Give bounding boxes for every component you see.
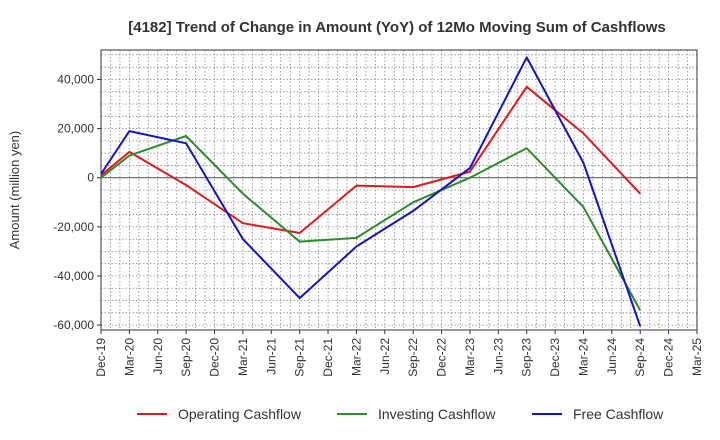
legend-item: Operating Cashflow bbox=[137, 406, 302, 422]
x-tick-label: Dec-23 bbox=[548, 338, 562, 377]
y-tick-label: 20,000 bbox=[57, 122, 94, 136]
y-tick-label: -20,000 bbox=[53, 220, 94, 234]
legend-label: Free Cashflow bbox=[573, 406, 664, 422]
x-tick-label: Sep-23 bbox=[520, 338, 534, 377]
x-tick-label: Mar-24 bbox=[576, 338, 590, 376]
series-layer bbox=[100, 56, 642, 327]
y-tick-label: -60,000 bbox=[53, 318, 94, 332]
x-tick-label: Mar-25 bbox=[690, 338, 704, 376]
legend-item: Investing Cashflow bbox=[337, 406, 496, 422]
x-tick-label: Mar-20 bbox=[122, 338, 136, 376]
y-axis: -60,000 -40,000 -20,000 0 20,000 40,000 bbox=[53, 72, 101, 332]
x-tick-label: Dec-19 bbox=[94, 338, 108, 377]
legend-item: Free Cashflow bbox=[532, 406, 664, 422]
y-axis-label: Amount (million yen) bbox=[7, 131, 22, 250]
x-tick-label: Mar-21 bbox=[236, 338, 250, 376]
series-line-operating-cashflow bbox=[100, 85, 641, 234]
x-tick-label: Jun-23 bbox=[491, 338, 505, 375]
x-tick-label: Jun-22 bbox=[378, 338, 392, 375]
x-tick-label: Sep-24 bbox=[633, 338, 647, 377]
x-axis: Dec-19 Mar-20 Jun-20 Sep-20 Dec-20 Mar-21 Jun-… bbox=[94, 330, 704, 377]
series-line-investing-cashflow bbox=[100, 135, 642, 311]
x-tick-label: Dec-24 bbox=[662, 338, 676, 377]
x-tick-label: Sep-21 bbox=[293, 338, 307, 377]
x-tick-label: Sep-22 bbox=[406, 338, 420, 377]
y-tick-label: 0 bbox=[87, 171, 94, 185]
x-tick-label: Jun-24 bbox=[605, 338, 619, 375]
grid bbox=[100, 50, 698, 330]
legend: Operating Cashflow Investing Cashflow Free… bbox=[137, 406, 664, 422]
x-tick-label: Dec-21 bbox=[321, 338, 335, 377]
plot-frame bbox=[100, 49, 698, 331]
series-line-free-cashflow bbox=[100, 56, 642, 327]
x-tick-label: Jun-21 bbox=[264, 338, 278, 375]
legend-label: Operating Cashflow bbox=[178, 406, 302, 422]
y-tick-label: 40,000 bbox=[57, 72, 94, 86]
chart-title: [4182] Trend of Change in Amount (YoY) o… bbox=[128, 19, 666, 36]
x-tick-label: Dec-20 bbox=[208, 338, 222, 377]
x-tick-label: Sep-20 bbox=[179, 338, 193, 377]
y-tick-label: -40,000 bbox=[53, 269, 94, 283]
legend-label: Investing Cashflow bbox=[378, 406, 496, 422]
x-tick-label: Jun-20 bbox=[151, 338, 165, 375]
x-tick-label: Dec-22 bbox=[435, 338, 449, 377]
x-tick-label: Mar-22 bbox=[349, 338, 363, 376]
x-tick-label: Mar-23 bbox=[463, 338, 477, 376]
